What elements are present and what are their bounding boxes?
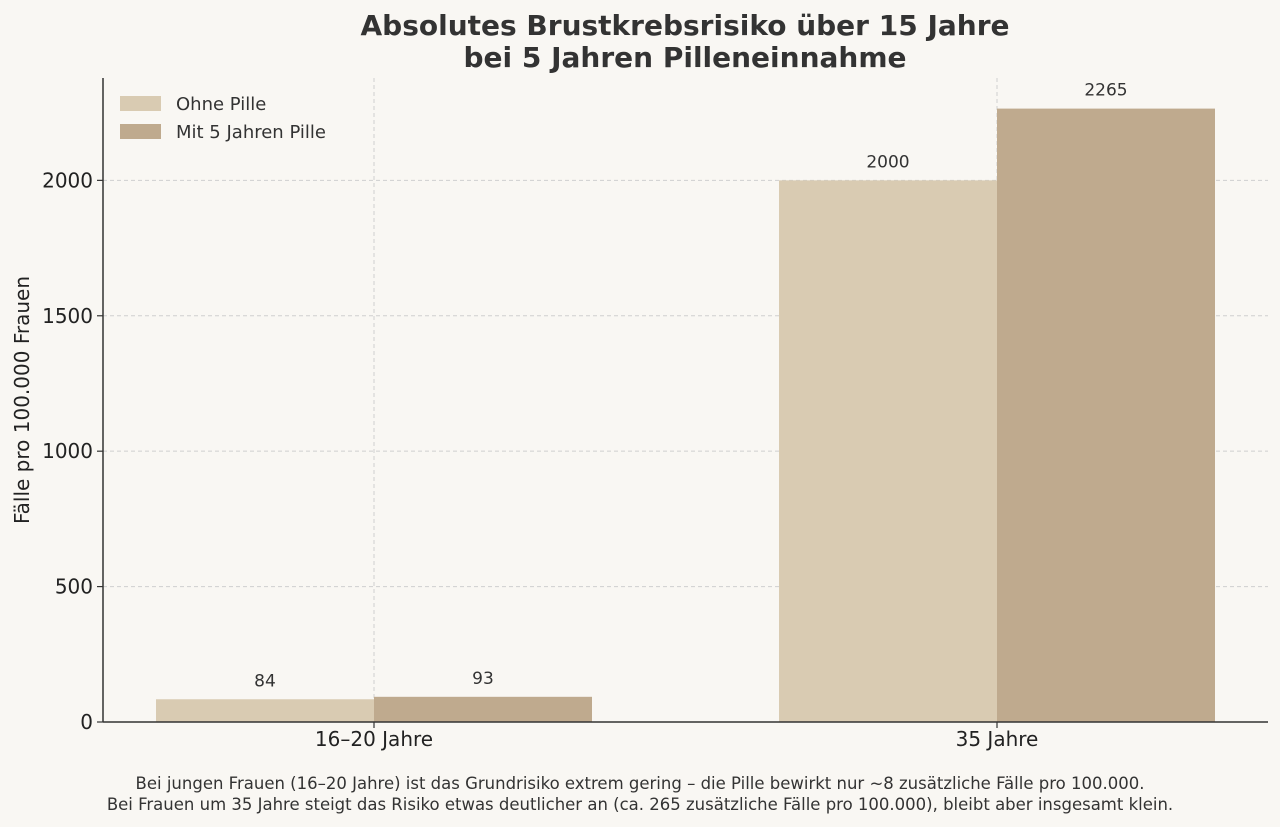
legend-swatch-mit-pille [120,124,161,139]
y-tick-label: 1500 [42,304,93,328]
caption-line-2: Bei Frauen um 35 Jahre steigt das Risiko… [106,795,1174,814]
bar-value-label: 84 [254,671,276,691]
chart-title-line-1: Absolutes Brustkrebsrisiko über 15 Jahre [360,9,1009,42]
y-tick-label: 1000 [42,439,93,463]
bar-value-label: 2265 [1084,81,1127,101]
bar-mit-pille-0 [374,696,592,722]
chart-title-line-2: bei 5 Jahren Pilleneinnahme [463,41,906,74]
legend-label-mit-pille: Mit 5 Jahren Pille [176,122,326,143]
bar-value-label: 93 [472,669,494,689]
legend-swatch-ohne-pille [120,96,161,111]
y-axis-label: Fälle pro 100.000 Frauen [10,276,34,524]
bar-ohne-pille-1 [779,180,997,722]
y-tick-label: 500 [55,575,93,599]
bar-mit-pille-1 [997,108,1215,723]
x-tick-label: 35 Jahre [956,727,1039,751]
legend-label-ohne-pille: Ohne Pille [176,94,266,115]
y-tick-label: 2000 [42,168,93,192]
y-tick-label: 0 [80,710,93,734]
bar-value-label: 2000 [866,152,909,172]
bar-ohne-pille-0 [156,699,374,722]
x-tick-label: 16–20 Jahre [315,727,433,751]
caption-line-1: Bei jungen Frauen (16–20 Jahre) ist das … [135,774,1145,793]
